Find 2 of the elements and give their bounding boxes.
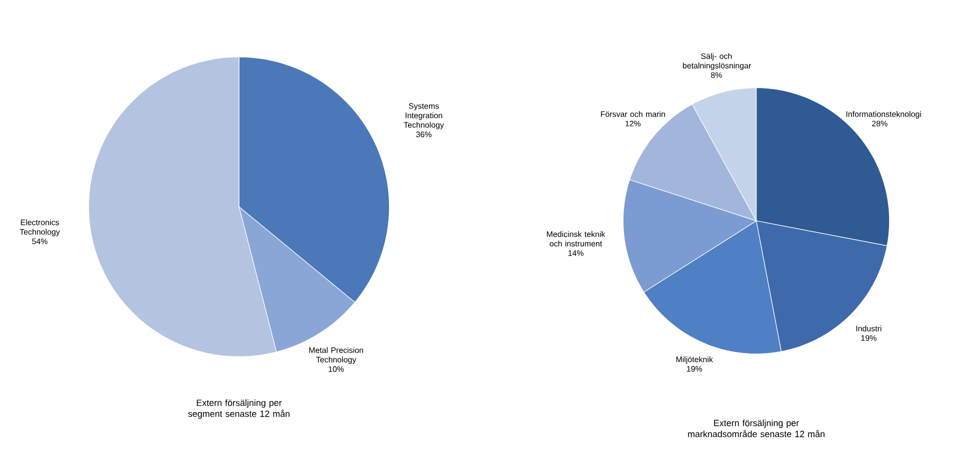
text: Extern försäljning per marknadsområde senaste 12 mån — [688, 420, 824, 438]
text: Extern försäljning per segment senaste 12 mån — [188, 399, 290, 419]
